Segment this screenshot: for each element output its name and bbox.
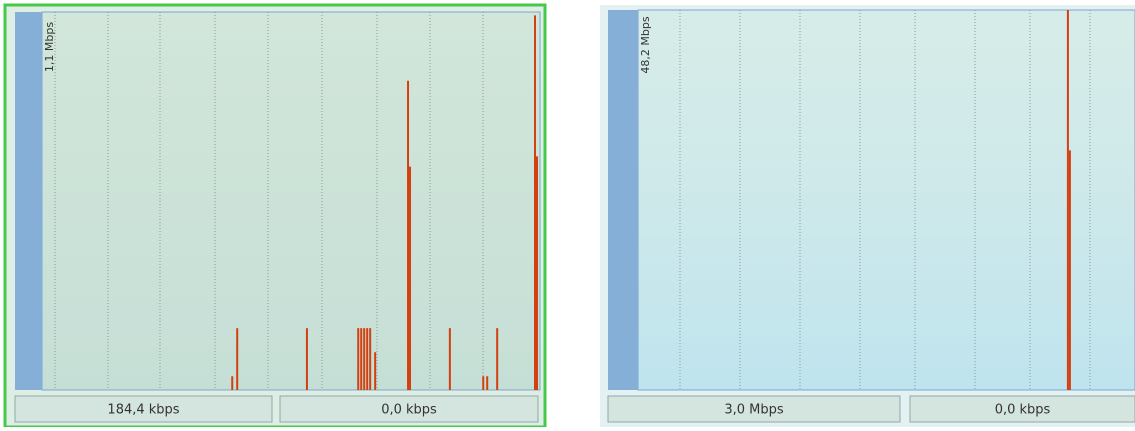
axis-strip: [15, 12, 42, 390]
axis-label: 48,2 Mbps: [639, 16, 652, 73]
status-text: 0,0 kbps: [995, 403, 1051, 418]
status-text: 0,0 kbps: [381, 403, 437, 418]
axis-label: 1,1 Mbps: [43, 22, 56, 72]
axis-strip: [608, 10, 638, 390]
screen: 1,1 Mbps 184,4 kbps 0,0 kbps 48,2 Mbps 3,0 M…: [0, 0, 1135, 427]
plot-area: [638, 10, 1135, 390]
status-text: 3,0 Mbps: [724, 403, 784, 418]
status-text: 184,4 kbps: [107, 403, 179, 418]
plot-area: [42, 12, 540, 390]
